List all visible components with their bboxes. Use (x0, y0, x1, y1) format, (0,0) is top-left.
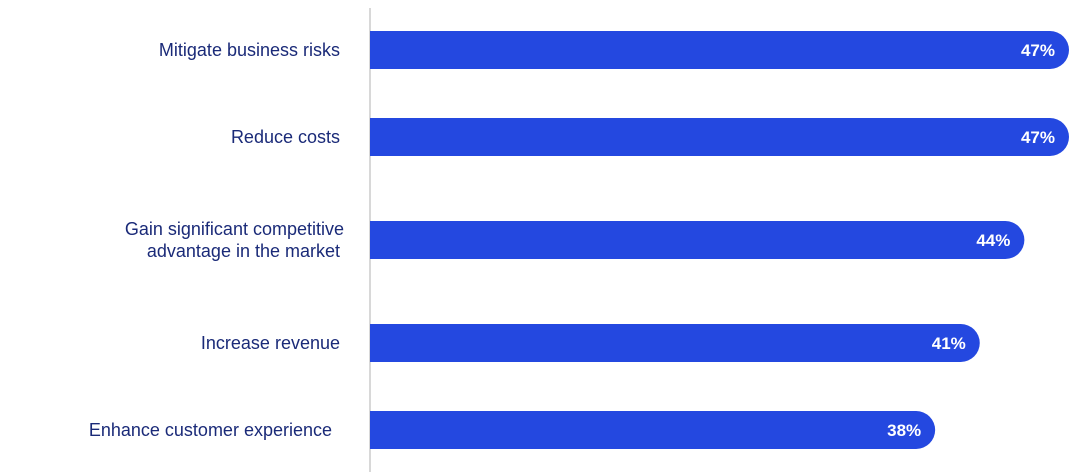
category-label-line: Mitigate business risks (159, 40, 340, 60)
category-label-1: Reduce costs (231, 127, 340, 147)
bar-4 (370, 411, 936, 449)
category-label-line: Reduce costs (231, 127, 340, 147)
bar-0 (370, 31, 1069, 69)
bar-2 (370, 221, 1025, 259)
bar-3 (370, 324, 980, 362)
value-label-3: 41% (932, 334, 966, 353)
value-label-1: 47% (1021, 128, 1055, 147)
value-label-4: 38% (887, 421, 921, 440)
category-label-line: Gain significant competitive (125, 219, 344, 239)
category-label-2: Gain significant competitive advantage in… (125, 219, 344, 261)
value-label-0: 47% (1021, 41, 1055, 60)
value-labels-layer: 47% 47% 44% 41% 38% (887, 41, 1055, 440)
bar-1 (370, 118, 1069, 156)
bars-layer (370, 31, 1069, 449)
category-label-3: Increase revenue (201, 333, 340, 353)
category-label-line: Enhance customer experience (89, 420, 332, 440)
category-labels-layer: Mitigate business risks Reduce costs Gain … (89, 40, 344, 440)
category-label-line: Increase revenue (201, 333, 340, 353)
category-label-line: advantage in the market (147, 241, 340, 261)
value-label-2: 44% (976, 231, 1010, 250)
category-label-4: Enhance customer experience (89, 420, 332, 440)
category-label-0: Mitigate business risks (159, 40, 340, 60)
